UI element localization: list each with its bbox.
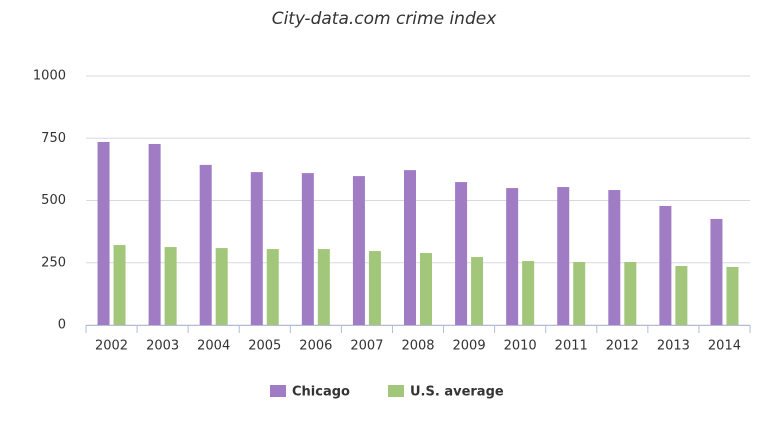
y-tick-label: 250 — [41, 255, 66, 270]
bar — [164, 247, 177, 325]
x-tick-label: 2012 — [606, 339, 639, 354]
x-tick-label: 2004 — [197, 339, 230, 354]
legend-swatch[interactable] — [388, 385, 404, 397]
x-tick-label: 2013 — [657, 339, 690, 354]
bar — [97, 141, 110, 325]
x-tick-label: 2002 — [95, 339, 128, 354]
bar — [675, 265, 688, 325]
x-tick-label: 2011 — [555, 339, 588, 354]
legend-swatch[interactable] — [270, 385, 286, 397]
legend-label[interactable]: Chicago — [292, 385, 350, 400]
y-tick-label: 1000 — [33, 69, 66, 84]
bar — [608, 190, 621, 325]
bar — [573, 262, 586, 325]
bar — [215, 248, 228, 325]
bar — [726, 266, 739, 325]
x-tick-label: 2008 — [401, 339, 434, 354]
y-tick-label: 750 — [41, 131, 66, 146]
bar — [199, 164, 212, 325]
x-tick-label: 2014 — [708, 339, 741, 354]
bar — [506, 188, 519, 325]
bar — [148, 143, 161, 325]
bar — [420, 253, 432, 325]
x-tick-label: 2006 — [299, 339, 332, 354]
bar — [113, 245, 126, 325]
bar — [659, 205, 672, 325]
y-tick-label: 0 — [58, 318, 66, 333]
bar — [710, 218, 723, 325]
bar — [557, 187, 570, 325]
bar — [250, 172, 263, 325]
bar — [455, 182, 468, 325]
bar — [317, 249, 330, 325]
chart-title: City-data.com crime index — [272, 9, 497, 29]
bar — [301, 173, 314, 325]
x-tick-label: 2009 — [453, 339, 486, 354]
bar — [404, 170, 416, 325]
x-tick-label: 2003 — [146, 339, 179, 354]
y-tick-label: 500 — [41, 193, 66, 208]
x-tick-label: 2007 — [350, 339, 383, 354]
bar — [624, 262, 637, 325]
x-tick-label: 2005 — [248, 339, 281, 354]
bar — [266, 249, 279, 325]
bar — [352, 176, 365, 325]
bar — [368, 251, 381, 325]
x-tick-label: 2010 — [504, 339, 537, 354]
bar — [471, 257, 484, 325]
bar — [522, 261, 535, 325]
legend-label[interactable]: U.S. average — [410, 385, 504, 400]
